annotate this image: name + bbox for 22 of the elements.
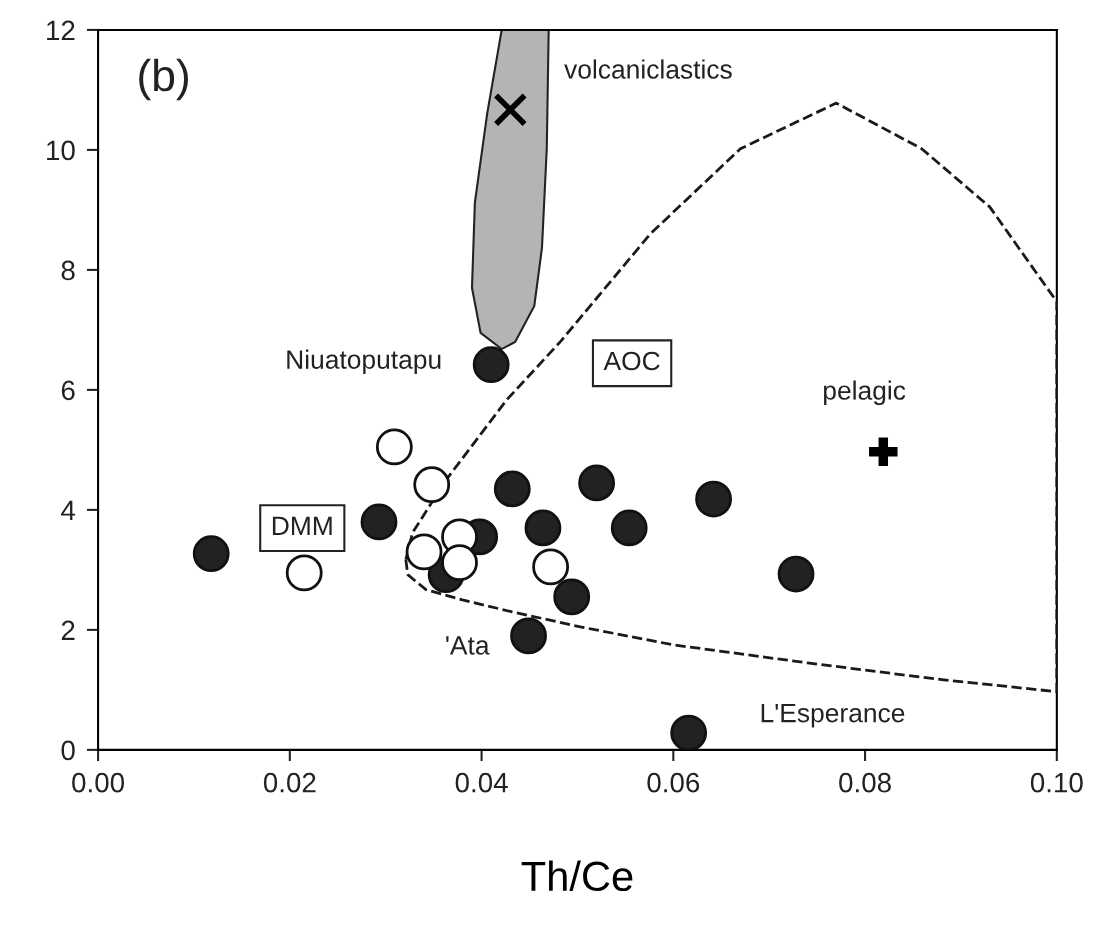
annotation: L'Esperance [761, 703, 905, 728]
annotation: DMM [272, 516, 332, 535]
y-tick-label: 6 [61, 380, 75, 401]
y-tick-label: 0 [61, 740, 75, 761]
y-tick-label: 8 [61, 260, 75, 281]
x-tick-label: 0.00 [72, 772, 125, 793]
annotation: (b) [139, 58, 188, 101]
annotation: 'Ata [446, 636, 490, 655]
x-tick-label: 0.06 [647, 772, 700, 793]
x-tick-label: 0.10 [1030, 772, 1083, 793]
annotation: volcaniclastics [564, 59, 732, 79]
x-axis-title: Th/Ce [521, 860, 633, 892]
y-tick-label: 4 [61, 500, 76, 520]
y-tick-label: 2 [61, 620, 75, 640]
annotation: pelagic [824, 380, 906, 406]
annotation: Niuatoputapu [287, 349, 441, 375]
y-tick-label: 12 [47, 20, 75, 40]
annotation: AOC [603, 351, 660, 371]
y-tick-label: 10 [47, 140, 75, 161]
x-tick-label: 0.04 [455, 772, 508, 793]
x-tick-label: 0.02 [263, 772, 316, 793]
x-tick-label: 0.08 [839, 772, 891, 793]
